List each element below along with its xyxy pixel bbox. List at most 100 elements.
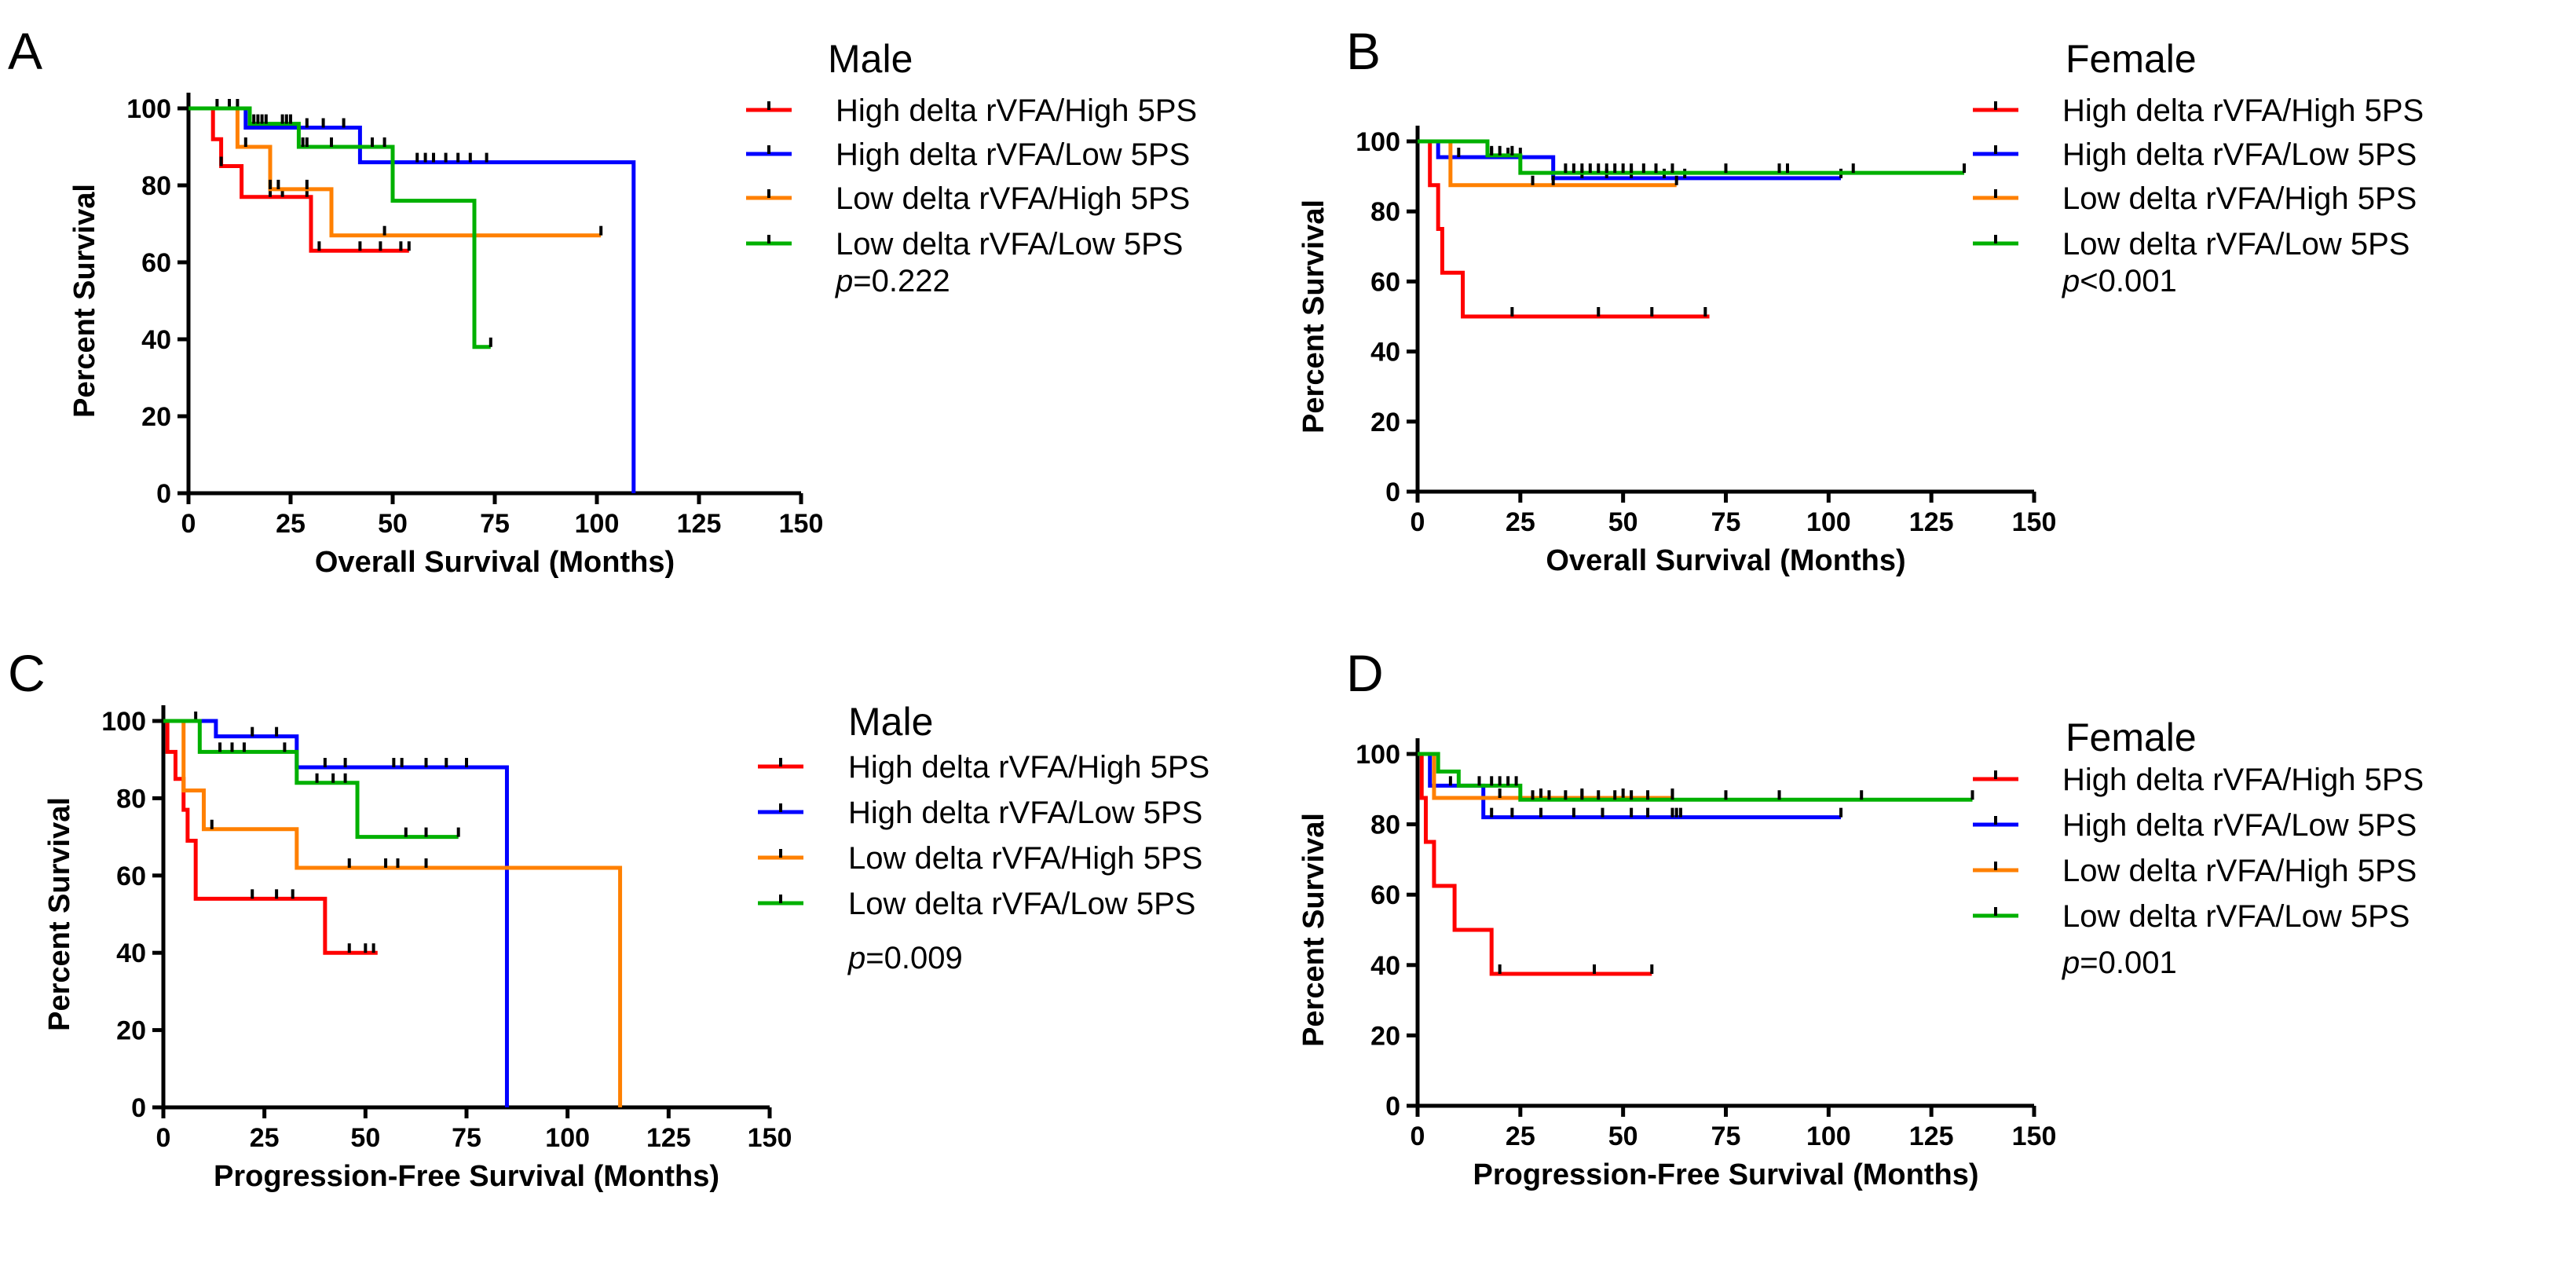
legend-label: High delta rVFA/High 5PS	[2062, 93, 2424, 128]
legend-label: High delta rVFA/High 5PS	[848, 750, 1209, 785]
legend-label: Low delta rVFA/Low 5PS	[2062, 899, 2410, 934]
y-axis-label: Percent Survival	[1297, 813, 1330, 1047]
y-tick-label: 60	[141, 248, 171, 278]
x-tick-label: 25	[276, 509, 306, 539]
y-tick-label: 0	[1385, 478, 1400, 507]
y-tick-label: 100	[101, 707, 146, 737]
y-tick-label: 60	[1370, 267, 1400, 297]
x-tick-label: 0	[1411, 507, 1425, 537]
series-high-delta-rvfa-low-5ps	[188, 99, 636, 493]
survival-curve	[163, 719, 459, 840]
y-tick-label: 100	[1356, 740, 1400, 770]
survival-curve	[188, 106, 636, 493]
survival-curve	[163, 719, 623, 1107]
legend-label: High delta rVFA/High 5PS	[2062, 763, 2424, 797]
y-axis-label: Percent Survival	[68, 184, 101, 418]
legend-label: High delta rVFA/Low 5PS	[2062, 137, 2417, 172]
x-tick-label: 75	[480, 509, 510, 539]
p-value-panel-c: p=0.009	[848, 941, 963, 975]
x-tick-label: 0	[1411, 1121, 1425, 1151]
x-tick-label: 100	[1806, 1121, 1851, 1151]
y-tick-label: 100	[1356, 127, 1400, 157]
y-tick-label: 40	[116, 939, 146, 968]
panel-a: A 0 20 40 60 80 100 0 25 50 75 100 125 150 Overall Sur…	[8, 22, 1197, 579]
y-tick-label: 100	[126, 94, 171, 124]
x-tick-label: 75	[1711, 507, 1741, 537]
legend-label: Low delta rVFA/High 5PS	[836, 181, 1190, 216]
p-value-panel-b: p<0.001	[2062, 264, 2177, 298]
x-tick-label: 25	[1506, 1121, 1535, 1151]
y-tick-label: 20	[1370, 1021, 1400, 1051]
legend-label: High delta rVFA/Low 5PS	[2062, 808, 2417, 843]
x-tick-label: 50	[378, 509, 408, 539]
series-high-delta-rvfa-high-5ps	[1418, 139, 1710, 319]
legend-label: High delta rVFA/Low 5PS	[836, 137, 1190, 172]
x-tick-label: 100	[545, 1123, 590, 1153]
x-tick-label: 100	[1806, 507, 1851, 537]
panel-title: Female	[2066, 715, 2197, 759]
panel-letter: C	[8, 644, 46, 702]
y-tick-label: 20	[1370, 408, 1400, 437]
series-low-delta-rvfa-low-5ps	[188, 106, 492, 349]
y-tick-label: 40	[1370, 951, 1400, 981]
y-tick-label: 80	[1370, 810, 1400, 840]
y-tick-label: 0	[1385, 1092, 1400, 1121]
survival-curve	[1418, 752, 1673, 800]
survival-curve	[1418, 139, 1965, 175]
legend-label: Low delta rVFA/High 5PS	[848, 841, 1202, 876]
series-low-delta-rvfa-low-5ps	[1418, 752, 1974, 802]
y-tick-label: 40	[1370, 338, 1400, 368]
y-tick-label: 80	[141, 171, 171, 201]
y-axis-label: Percent Survival	[1297, 199, 1330, 434]
x-tick-label: 150	[2012, 1121, 2057, 1151]
survival-curve	[188, 106, 491, 349]
y-tick-label: 0	[156, 479, 171, 509]
series-high-delta-rvfa-high-5ps	[1418, 752, 1654, 976]
survival-curve	[1418, 139, 1710, 319]
x-axis-label: Progression-Free Survival (Months)	[1473, 1158, 1978, 1191]
y-tick-label: 20	[141, 402, 171, 432]
x-tick-label: 75	[452, 1123, 481, 1153]
panel-b: B 0 20 40 60 80 100 0 25 50 75 100 125 150 Overall Sur…	[1297, 22, 2424, 577]
survival-curve	[1418, 752, 1973, 802]
y-tick-label: 0	[131, 1093, 146, 1123]
x-tick-label: 150	[779, 509, 824, 539]
x-tick-label: 150	[2012, 507, 2057, 537]
x-tick-label: 125	[1909, 1121, 1954, 1151]
x-tick-label: 50	[350, 1123, 380, 1153]
legend-label: High delta rVFA/Low 5PS	[848, 796, 1202, 830]
series-low-delta-rvfa-high-5ps	[188, 106, 603, 238]
x-tick-label: 50	[1608, 507, 1638, 537]
panel-letter: D	[1346, 644, 1384, 702]
y-tick-label: 20	[116, 1016, 146, 1046]
legend-label: High delta rVFA/High 5PS	[836, 93, 1197, 128]
legend-label: Low delta rVFA/Low 5PS	[2062, 227, 2410, 262]
legend-label: Low delta rVFA/High 5PS	[2062, 181, 2417, 216]
x-axis-label: Progression-Free Survival (Months)	[214, 1160, 719, 1193]
survival-curve	[1418, 752, 1652, 976]
survival-curve	[188, 106, 602, 238]
x-tick-label: 75	[1711, 1121, 1741, 1151]
y-tick-label: 60	[1370, 880, 1400, 910]
x-tick-label: 25	[1506, 507, 1535, 537]
panel-title: Female	[2066, 37, 2197, 81]
survival-curve	[163, 719, 378, 955]
x-tick-label: 125	[677, 509, 722, 539]
y-tick-label: 60	[116, 862, 146, 891]
series-low-delta-rvfa-high-5ps	[163, 719, 623, 1107]
series-high-delta-rvfa-high-5ps	[163, 719, 378, 955]
p-value-panel-a: p=0.222	[836, 264, 950, 298]
y-tick-label: 80	[116, 784, 146, 814]
x-axis-label: Overall Survival (Months)	[1546, 544, 1905, 577]
legend-label: Low delta rVFA/Low 5PS	[836, 227, 1183, 262]
series-low-delta-rvfa-low-5ps	[163, 719, 460, 840]
x-tick-label: 50	[1608, 1121, 1638, 1151]
x-axis-label: Overall Survival (Months)	[315, 546, 675, 579]
series-low-delta-rvfa-high-5ps	[1418, 752, 1674, 800]
panel-title: Male	[848, 700, 933, 744]
series-high-delta-rvfa-low-5ps	[163, 712, 509, 1107]
x-tick-label: 0	[156, 1123, 171, 1153]
panel-letter: A	[8, 22, 42, 80]
